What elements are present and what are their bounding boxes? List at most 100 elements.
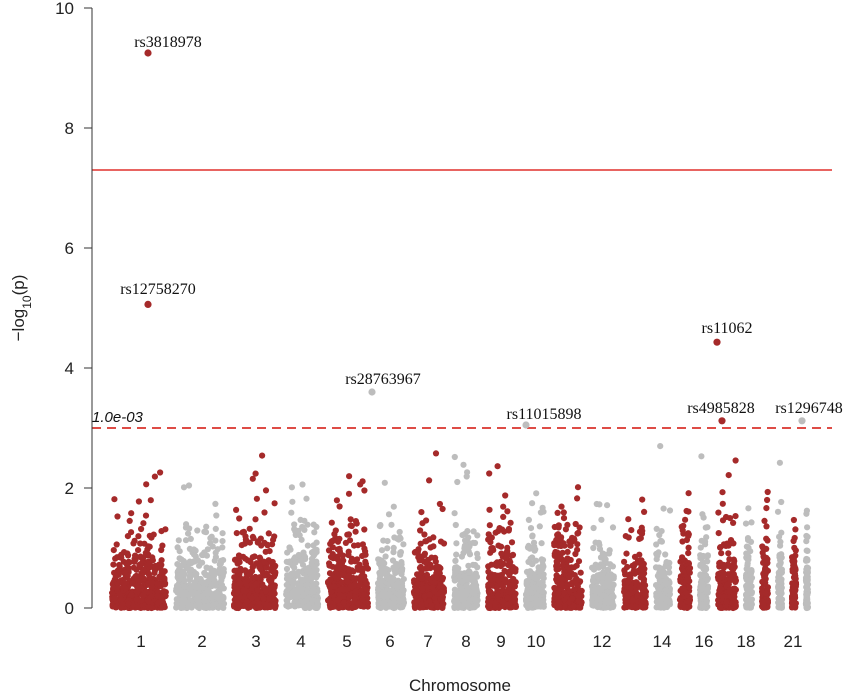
snp-point xyxy=(494,463,501,470)
snp-point xyxy=(336,571,343,578)
snp-point xyxy=(452,521,459,529)
snp-point xyxy=(716,587,723,594)
snp-point xyxy=(488,582,495,589)
snp-point xyxy=(685,490,692,497)
snp-point xyxy=(188,572,195,579)
snp-point xyxy=(628,527,635,534)
snp-point xyxy=(428,602,435,609)
snp-point xyxy=(423,571,431,579)
snp-point xyxy=(256,574,263,581)
snp-point xyxy=(790,585,798,592)
snp-point xyxy=(702,524,709,531)
snp-point xyxy=(298,558,305,565)
snp-point xyxy=(240,528,247,536)
x-tick-label: 1 xyxy=(136,632,145,651)
snp-point xyxy=(564,521,571,529)
snp-point xyxy=(333,497,340,504)
x-tick-label: 16 xyxy=(695,632,714,651)
snp-point xyxy=(764,598,771,605)
snp-point xyxy=(151,473,158,480)
snp-point xyxy=(803,538,810,545)
snp-point xyxy=(345,531,352,538)
snp-point xyxy=(429,584,436,591)
snp-point xyxy=(607,581,614,588)
snp-point xyxy=(553,558,560,565)
x-tick-label: 18 xyxy=(737,632,756,651)
snp-point xyxy=(194,527,201,534)
snp-point xyxy=(723,599,730,606)
snp-point xyxy=(304,565,312,572)
snp-point xyxy=(176,576,183,584)
snp-point xyxy=(533,490,540,497)
snp-point xyxy=(212,537,219,544)
snp-point xyxy=(211,601,218,608)
snp-point xyxy=(306,604,313,612)
snp-point xyxy=(631,553,639,561)
snp-point xyxy=(313,574,320,581)
snp-point xyxy=(295,589,302,596)
snp-point xyxy=(271,500,278,507)
snp-point xyxy=(527,601,535,609)
snp-point xyxy=(748,519,755,526)
snp-point xyxy=(574,546,581,553)
snp-label: rs11015898 xyxy=(507,406,582,423)
x-tick-label: 2 xyxy=(197,632,206,651)
snp-point xyxy=(145,571,152,578)
snp-point xyxy=(623,550,630,557)
snp-point xyxy=(575,592,582,600)
snp-point xyxy=(175,572,182,579)
snp-point xyxy=(212,549,219,556)
snp-point xyxy=(680,522,687,529)
snp-point xyxy=(220,585,227,592)
snp-point xyxy=(597,571,604,578)
snp-point xyxy=(589,599,596,607)
snp-point xyxy=(431,579,438,586)
snp-point xyxy=(698,537,705,544)
snp-point xyxy=(791,544,798,551)
snp-point xyxy=(495,527,502,535)
snp-point xyxy=(551,552,558,560)
snp-point xyxy=(598,516,605,523)
snp-point xyxy=(725,542,732,549)
snp-point xyxy=(656,602,663,609)
snp-point xyxy=(724,561,732,568)
snp-point xyxy=(684,576,691,583)
snp-point xyxy=(538,540,545,547)
snp-point xyxy=(492,603,499,610)
snp-point xyxy=(551,584,558,592)
snp-point xyxy=(381,589,389,597)
snp-point xyxy=(138,525,145,533)
snp-point xyxy=(413,587,420,594)
snp-point xyxy=(463,543,470,551)
snp-point xyxy=(725,550,732,557)
snp-point xyxy=(249,475,256,482)
snp-point xyxy=(295,602,302,609)
snp-point xyxy=(220,557,227,564)
snp-point xyxy=(114,513,121,520)
snp-point xyxy=(558,580,566,588)
snp-point xyxy=(347,516,354,523)
snp-point xyxy=(115,571,122,578)
snp-point xyxy=(639,496,646,503)
snp-point xyxy=(146,560,153,568)
snp-point xyxy=(524,544,532,551)
snp-point xyxy=(555,590,562,597)
snp-point xyxy=(334,546,341,553)
snp-point xyxy=(145,580,152,587)
snp-point xyxy=(730,556,737,563)
snp-point xyxy=(260,558,268,565)
snp-point xyxy=(233,506,240,513)
snp-point xyxy=(732,513,739,520)
snp-point xyxy=(653,541,660,548)
snp-point xyxy=(183,521,190,528)
snp-point xyxy=(126,517,133,525)
y-tick-label: 2 xyxy=(65,479,74,498)
snp-point xyxy=(556,603,563,610)
snp-point xyxy=(411,549,418,556)
snp-point xyxy=(327,603,334,610)
snp-point xyxy=(426,477,433,484)
snp-point xyxy=(657,443,664,450)
snp-point xyxy=(685,550,692,557)
labeled-snp-point xyxy=(144,300,152,308)
